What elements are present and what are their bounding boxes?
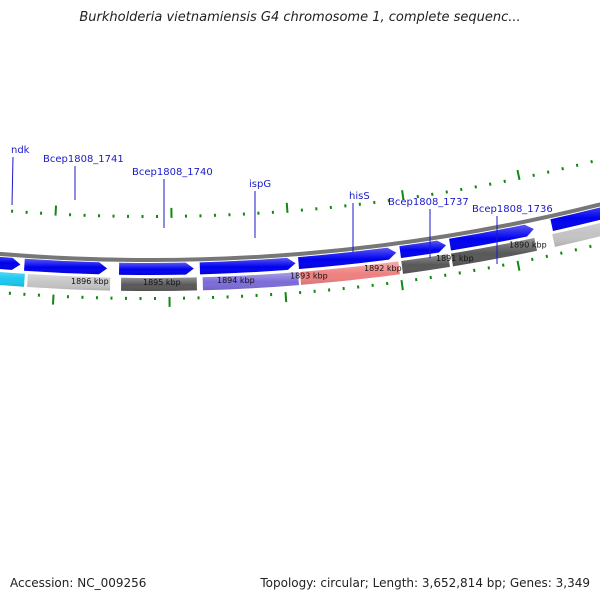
minor-tick (574, 248, 578, 252)
minor-tick (532, 173, 535, 177)
minor-tick (546, 170, 550, 174)
minor-tick (561, 167, 564, 171)
cds-arrow[interactable] (298, 247, 397, 270)
kbp-tick-label: 1893 kbp (290, 272, 328, 281)
gene-label[interactable]: Bcep1808_1741 (43, 154, 124, 200)
minor-tick (589, 244, 592, 249)
cds-track (0, 203, 600, 275)
map-title: Burkholderia vietnamiensis G4 chromosome… (79, 10, 521, 25)
cds-arrow[interactable] (24, 258, 108, 275)
gene-label-track: ndk Bcep1808_1741 Bcep1808_1740 ispG hisS Bce… (11, 145, 553, 264)
minor-tick (590, 159, 593, 164)
kbp-tick-label: 1892 kbp (364, 264, 402, 273)
cds-arrow[interactable] (550, 203, 600, 231)
gene-label[interactable]: Bcep1808_1737 (388, 197, 469, 258)
gene-name-text: ispG (249, 179, 271, 190)
cds-arrow-shine (298, 247, 397, 270)
cds-arrow[interactable] (0, 254, 21, 270)
major-tick (54, 205, 58, 216)
cds-arrow-shine (399, 240, 447, 259)
gene-label[interactable]: ispG (249, 179, 271, 238)
gene-block-shine (0, 271, 25, 287)
gene-track (0, 216, 600, 292)
gene-label[interactable]: Bcep1808_1736 (472, 204, 553, 264)
major-tick (401, 190, 405, 201)
gene-label[interactable]: ndk (11, 145, 30, 206)
minor-tick (488, 182, 492, 186)
cds-arrow-shine (119, 262, 194, 275)
major-tick (285, 202, 289, 213)
gene-block-shine (299, 261, 400, 285)
cds-arrow-shine (550, 207, 600, 231)
minor-tick (545, 254, 549, 259)
gene-block[interactable] (450, 238, 537, 267)
gene-name-text: Bcep1808_1737 (388, 197, 469, 208)
gene-block-shine (450, 238, 537, 267)
cds-arrow-shine (24, 258, 108, 275)
gene-label[interactable]: Bcep1808_1740 (132, 167, 213, 228)
cds-arrow[interactable] (399, 240, 447, 259)
gene-block[interactable] (202, 272, 299, 291)
gene-block[interactable] (0, 269, 25, 287)
major-tick (516, 260, 521, 271)
gene-name-text: Bcep1808_1736 (472, 204, 553, 215)
cds-arrow[interactable] (199, 257, 296, 275)
minor-tick (560, 251, 563, 255)
chromosome-backbone (0, 202, 600, 263)
major-tick (284, 292, 288, 303)
inner-tick-track (11, 159, 593, 218)
gene-name-text: ndk (11, 145, 30, 156)
gene-name-text: Bcep1808_1740 (132, 167, 213, 178)
gene-label[interactable]: hisS (349, 191, 370, 252)
gene-name-text: Bcep1808_1741 (43, 154, 124, 165)
minor-tick (473, 268, 476, 273)
gene-block[interactable] (552, 216, 600, 247)
gene-block[interactable] (121, 277, 197, 292)
gene-block-shine (202, 272, 299, 291)
minor-tick (502, 263, 505, 267)
gene-block-shine (27, 274, 111, 291)
gene-block-shine (121, 277, 197, 292)
major-tick (516, 169, 521, 181)
kbp-label-track: 1896 kbp 1895 kbp 1894 kbp 1893 kbp 1892 kbp… (71, 241, 547, 287)
cds-arrow-shine (199, 257, 296, 275)
cds-arrow-shine (0, 256, 21, 270)
minor-tick (474, 185, 477, 189)
major-tick (400, 280, 404, 291)
gene-block[interactable] (299, 261, 400, 285)
cds-arrow[interactable] (119, 262, 194, 275)
gene-block-shine (552, 222, 600, 247)
gene-name-text: hisS (349, 191, 370, 202)
kbp-tick-label: 1890 kbp (509, 241, 547, 250)
gene-block[interactable] (27, 274, 111, 291)
gene-block[interactable] (401, 254, 450, 274)
gene-block-shine (401, 254, 450, 274)
kbp-tick-label: 1895 kbp (143, 278, 181, 287)
kbp-tick-label: 1896 kbp (71, 277, 109, 286)
minor-tick (531, 257, 534, 262)
minor-tick (503, 179, 506, 184)
minor-tick (575, 163, 579, 167)
accession-text: Accession: NC_009256 (10, 576, 147, 590)
cds-arrow[interactable] (449, 224, 534, 251)
major-tick (51, 294, 55, 305)
minor-tick (459, 187, 463, 192)
kbp-tick-label: 1891 kbp (436, 254, 474, 263)
minor-tick (487, 266, 491, 270)
cds-arrow-shine (449, 224, 534, 251)
kbp-tick-label: 1894 kbp (217, 276, 255, 285)
outer-tick-track (8, 244, 592, 307)
gene-label-leader (11, 156, 14, 206)
topology-summary: Topology: circular; Length: 3,652,814 bp… (260, 576, 590, 590)
